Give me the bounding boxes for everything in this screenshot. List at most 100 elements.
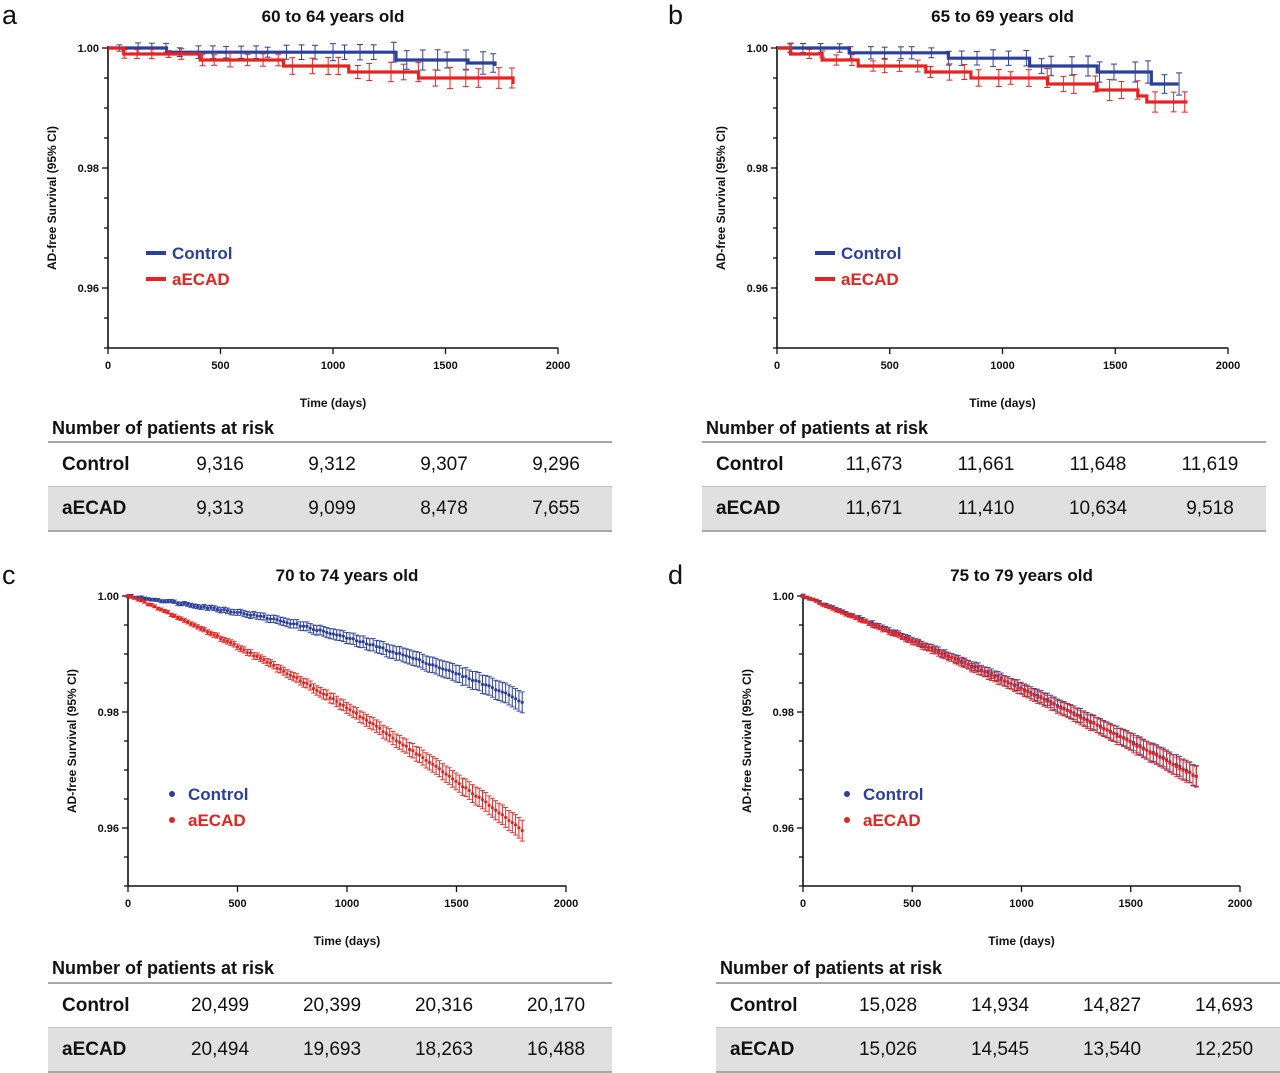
x-tick-label: 2000 xyxy=(1216,360,1240,372)
data-point xyxy=(510,695,514,699)
risk-row-label: aECAD xyxy=(716,1027,832,1073)
data-point xyxy=(923,645,927,649)
data-point xyxy=(940,651,944,655)
data-point xyxy=(1062,707,1066,711)
risk-cell: 15,028 xyxy=(832,982,944,1028)
data-point xyxy=(976,668,980,672)
risk-cell: 7,655 xyxy=(500,486,612,532)
data-point xyxy=(368,643,372,647)
data-point xyxy=(1082,716,1086,720)
data-point xyxy=(1191,773,1195,778)
risk-cell: 9,312 xyxy=(276,441,388,487)
legend-label-aecad: aECAD xyxy=(863,811,921,830)
risk-cell: 18,263 xyxy=(388,1027,500,1073)
data-point xyxy=(880,625,884,629)
data-point xyxy=(880,627,884,632)
data-point xyxy=(999,676,1003,680)
risk-cell: 9,316 xyxy=(164,441,276,487)
data-point xyxy=(913,639,917,644)
data-point xyxy=(159,599,163,603)
risk-cell: 16,488 xyxy=(500,1027,612,1073)
data-point xyxy=(870,623,875,628)
data-point xyxy=(1188,770,1192,775)
chart-title: 60 to 64 years old xyxy=(262,7,405,26)
data-point xyxy=(195,605,200,609)
risk-row-control: Control 15,028 14,934 14,827 14,693 xyxy=(716,982,1280,1028)
data-point xyxy=(255,614,259,618)
data-point xyxy=(467,788,471,793)
data-point xyxy=(936,648,941,653)
data-point xyxy=(252,654,256,658)
data-point xyxy=(996,674,1000,678)
data-point xyxy=(378,645,382,649)
data-point xyxy=(943,653,947,657)
data-point xyxy=(288,673,292,677)
data-point xyxy=(447,668,451,673)
data-point xyxy=(821,603,825,607)
risk-cell: 11,673 xyxy=(818,441,930,487)
data-point xyxy=(149,598,153,602)
risk-cell: 15,026 xyxy=(832,1027,944,1073)
data-point xyxy=(936,651,941,655)
legend-label-control: Control xyxy=(188,785,248,804)
data-point xyxy=(500,813,504,817)
data-point xyxy=(999,678,1003,682)
data-point xyxy=(1171,763,1175,767)
x-tick-label: 2000 xyxy=(554,898,578,910)
data-point xyxy=(348,708,352,712)
data-point xyxy=(268,617,273,621)
data-point xyxy=(219,637,223,641)
data-point xyxy=(374,644,379,649)
risk-table-c: Control 20,499 20,399 20,316 20,170 aECA… xyxy=(48,982,612,1073)
data-point xyxy=(159,607,163,612)
data-point xyxy=(292,622,296,626)
data-point xyxy=(368,721,372,725)
data-point xyxy=(358,715,362,719)
data-point xyxy=(979,668,984,672)
x-tick-label: 2000 xyxy=(546,360,570,372)
data-point xyxy=(874,623,878,627)
data-point xyxy=(464,786,468,790)
data-point xyxy=(1029,690,1033,695)
series-control xyxy=(777,42,1183,96)
x-tick-label: 500 xyxy=(881,360,899,372)
data-point xyxy=(877,624,881,628)
data-point xyxy=(129,593,133,598)
data-point xyxy=(1045,699,1050,704)
data-point xyxy=(1105,728,1109,732)
data-point xyxy=(1088,721,1093,725)
data-point xyxy=(345,706,349,710)
data-point xyxy=(169,613,173,617)
data-point xyxy=(371,643,375,647)
data-point xyxy=(301,681,306,685)
data-point xyxy=(926,645,931,649)
data-point xyxy=(454,671,458,676)
data-point xyxy=(910,638,914,642)
data-point xyxy=(424,758,428,763)
data-point xyxy=(411,749,415,753)
data-point xyxy=(1145,748,1149,752)
data-point xyxy=(1003,679,1007,683)
km-step-line xyxy=(108,46,515,84)
data-point xyxy=(1131,742,1136,746)
data-point xyxy=(272,617,276,621)
data-point xyxy=(1016,683,1020,687)
data-point xyxy=(870,621,875,625)
data-point xyxy=(490,686,494,690)
risk-cell: 9,307 xyxy=(388,441,500,487)
data-point xyxy=(192,623,196,627)
data-point xyxy=(1072,711,1076,715)
chart-title: 75 to 79 years old xyxy=(950,566,1093,585)
data-point xyxy=(381,730,385,734)
data-point xyxy=(384,648,388,652)
data-point xyxy=(480,682,485,686)
data-point xyxy=(966,663,970,667)
risk-cell: 11,661 xyxy=(930,441,1042,487)
data-point xyxy=(1036,693,1040,697)
data-point xyxy=(1178,764,1182,768)
data-point xyxy=(926,646,931,650)
data-point xyxy=(258,656,263,660)
risk-cell: 9,518 xyxy=(1154,486,1266,532)
data-point xyxy=(272,663,276,667)
data-point xyxy=(983,670,987,674)
